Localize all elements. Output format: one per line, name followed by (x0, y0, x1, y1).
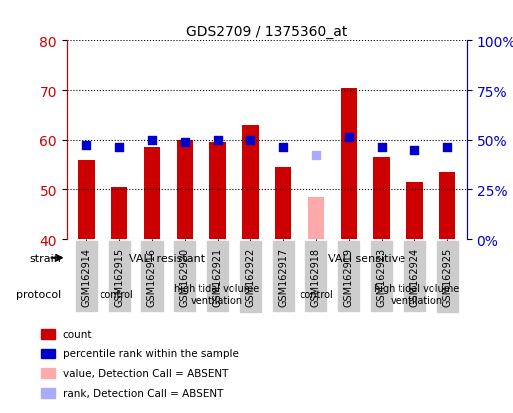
Bar (373, 158, 390, 240)
Bar (144, 148, 160, 240)
Point (181, 140, 189, 146)
Bar (308, 197, 324, 240)
Bar (242, 126, 259, 240)
Bar (209, 143, 226, 240)
Point (312, 152, 320, 159)
Bar (41, 368, 55, 378)
Bar (41, 349, 55, 358)
Bar (341, 88, 357, 240)
Bar (78, 160, 94, 240)
Point (246, 137, 254, 144)
Text: protocol: protocol (16, 289, 62, 299)
Text: VALI sensitive: VALI sensitive (328, 253, 405, 263)
Text: percentile rank within the sample: percentile rank within the sample (63, 349, 239, 358)
Bar (111, 188, 127, 240)
Bar (406, 183, 423, 240)
Text: VALI resistant: VALI resistant (129, 253, 205, 263)
Point (115, 145, 123, 151)
Point (443, 145, 451, 151)
Text: control: control (100, 289, 133, 299)
Text: high tidal volume
ventilation: high tidal volume ventilation (374, 283, 460, 305)
Text: rank, Detection Call = ABSENT: rank, Detection Call = ABSENT (63, 388, 223, 398)
Text: high tidal volume
ventilation: high tidal volume ventilation (174, 283, 260, 305)
Point (378, 145, 386, 151)
Bar (41, 388, 55, 398)
Point (82, 142, 90, 149)
Bar (275, 168, 291, 240)
Text: value, Detection Call = ABSENT: value, Detection Call = ABSENT (63, 368, 228, 378)
Point (345, 135, 353, 141)
Point (410, 147, 419, 154)
Title: GDS2709 / 1375360_at: GDS2709 / 1375360_at (186, 25, 347, 39)
Point (213, 137, 222, 144)
Text: control: control (300, 289, 333, 299)
Bar (41, 329, 55, 339)
Bar (439, 173, 456, 240)
Text: strain: strain (30, 253, 62, 263)
Point (148, 137, 156, 144)
Bar (176, 140, 193, 240)
Point (279, 145, 287, 151)
Text: count: count (63, 329, 92, 339)
